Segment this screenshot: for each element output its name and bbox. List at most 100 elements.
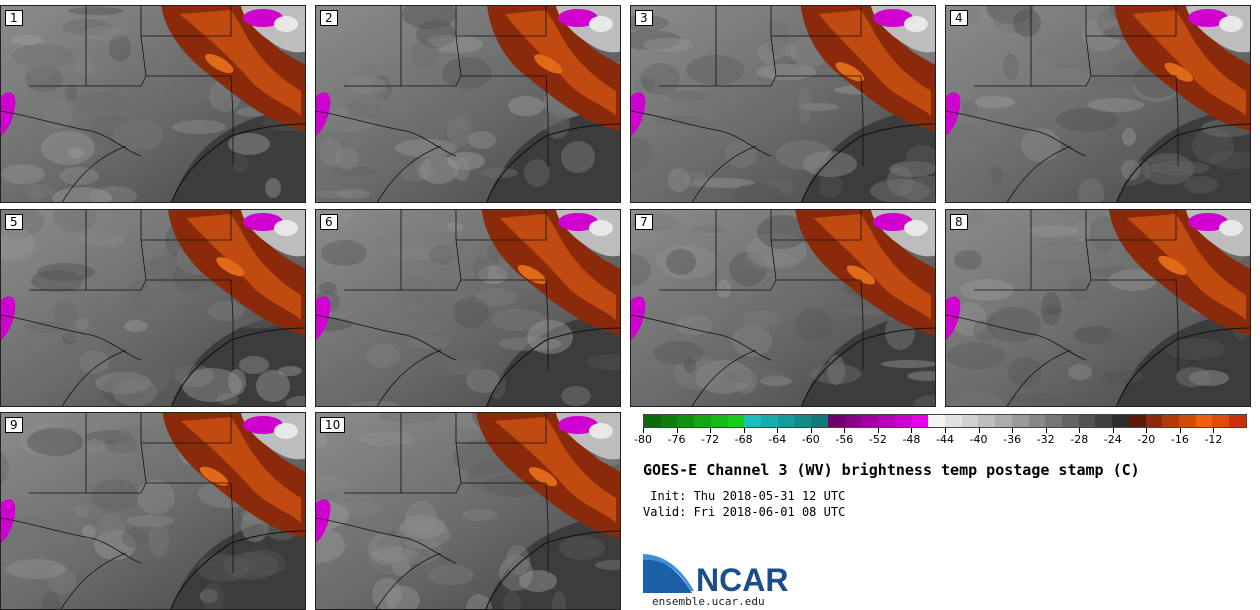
postage-stamp-panel: 2	[315, 5, 621, 203]
colorbar-tick	[978, 428, 980, 433]
colorbar-tick-label: -76	[667, 433, 686, 446]
colorbar-tick-label: -24	[1103, 433, 1122, 446]
colorbar-segment	[660, 415, 678, 427]
colorbar-segment	[744, 415, 762, 427]
colorbar-segment	[944, 415, 962, 427]
colorbar-tick-label: -80	[634, 433, 652, 446]
colorbar-tick	[743, 428, 745, 433]
colorbar-tick-label: -64	[768, 433, 787, 446]
postage-stamp-panel: 3	[630, 5, 936, 203]
colorbar-tick	[877, 428, 879, 433]
postage-stamp-panel: 8	[945, 209, 1251, 407]
postage-stamp-panel: 10	[315, 412, 621, 610]
valid-time: Valid: Fri 2018-06-01 08 UTC	[643, 505, 846, 519]
colorbar-tick	[1012, 428, 1014, 433]
site-url: ensemble.ucar.edu	[652, 595, 765, 608]
init-time: Init: Thu 2018-05-31 12 UTC	[643, 489, 846, 503]
colorbar-segment	[844, 415, 862, 427]
colorbar-tick	[777, 428, 779, 433]
colorbar-segment	[1229, 415, 1246, 427]
colorbar-tick-label: -60	[801, 433, 820, 446]
colorbar-tick	[710, 428, 712, 433]
colorbar-tick	[1112, 428, 1114, 433]
colorbar-tick-label: -16	[1170, 433, 1189, 446]
map-field	[316, 413, 620, 609]
postage-stamp-panel: 4	[945, 5, 1251, 203]
colorbar-tick-label: -52	[868, 433, 887, 446]
postage-stamp-panel: 6	[315, 209, 621, 407]
panel-number: 7	[635, 214, 653, 230]
colorbar-tick-label: -68	[734, 433, 753, 446]
map-field	[1, 6, 305, 202]
colorbar-tick	[1079, 428, 1081, 433]
panel-number: 9	[5, 417, 23, 433]
colorbar-tick-label: -36	[1003, 433, 1022, 446]
colorbar-ticks: -80 -76 -72 -68 -64 -60 -56 -52 -48 -44 -40 -36 -32 -…	[634, 428, 1247, 452]
panel-number: 5	[5, 214, 23, 230]
colorbar-tick-label: -32	[1036, 433, 1055, 446]
map-field	[1, 210, 305, 406]
colorbar-tick	[844, 428, 846, 433]
colorbar-segment	[911, 415, 929, 427]
panel-number: 4	[950, 10, 968, 26]
colorbar-segment	[1128, 415, 1146, 427]
colorbar-segment	[861, 415, 879, 427]
colorbar-segment	[761, 415, 778, 427]
postage-stamp-panel: 7	[630, 209, 936, 407]
map-field	[1, 413, 305, 609]
panel-number: 2	[320, 10, 338, 26]
colorbar-segment	[978, 415, 996, 427]
colorbar-tick	[676, 428, 678, 433]
colorbar-segment	[1162, 415, 1179, 427]
colorbar-segment	[827, 415, 845, 427]
postage-stamp-panel: 9	[0, 412, 306, 610]
panel-number: 3	[635, 10, 653, 26]
colorbar-tick-label: -20	[1137, 433, 1156, 446]
colorbar-tick	[1213, 428, 1215, 433]
colorbar-segment	[1179, 415, 1196, 427]
figure-title: GOES-E Channel 3 (WV) brightness temp po…	[643, 461, 1140, 479]
colorbar-segment	[1212, 415, 1230, 427]
colorbar-tick-label: -56	[835, 433, 854, 446]
colorbar-tick-label: -48	[902, 433, 921, 446]
colorbar-tick	[810, 428, 812, 433]
colorbar-segment	[1095, 415, 1113, 427]
colorbar-segment	[1145, 415, 1163, 427]
colorbar-segment	[961, 415, 979, 427]
colorbar-tick	[1146, 428, 1148, 433]
colorbar-tick	[1179, 428, 1181, 433]
colorbar-segment	[995, 415, 1012, 427]
colorbar-segment	[1045, 415, 1062, 427]
ncar-logo-text: NCAR	[696, 562, 788, 595]
colorbar-tick	[643, 428, 644, 433]
map-field	[946, 210, 1250, 406]
colorbar-segment	[710, 415, 728, 427]
colorbar-segment	[1112, 415, 1129, 427]
colorbar-segment	[1061, 415, 1079, 427]
colorbar-tick-label: -72	[701, 433, 720, 446]
colorbar-tick	[945, 428, 946, 433]
colorbar-tick-label: -44	[936, 433, 954, 446]
colorbar-tick	[911, 428, 913, 433]
panel-number: 6	[320, 214, 338, 230]
colorbar-segment	[677, 415, 695, 427]
map-field	[631, 210, 935, 406]
map-field	[316, 6, 620, 202]
colorbar-segment	[644, 415, 661, 427]
colorbar-segment	[1195, 415, 1213, 427]
colorbar-tick	[1045, 428, 1047, 433]
postage-stamp-panel: 1	[0, 5, 306, 203]
colorbar-segment	[811, 415, 828, 427]
colorbar-segment	[794, 415, 812, 427]
colorbar-segment	[727, 415, 745, 427]
map-field	[631, 6, 935, 202]
colorbar	[643, 414, 1247, 428]
colorbar-tick-label: -12	[1204, 433, 1223, 446]
colorbar-segment	[777, 415, 795, 427]
colorbar-segment	[1011, 415, 1029, 427]
map-field	[946, 6, 1250, 202]
colorbar-segment	[1078, 415, 1096, 427]
map-field	[316, 210, 620, 406]
colorbar-tick-label: -28	[1070, 433, 1089, 446]
colorbar-segment	[1028, 415, 1046, 427]
